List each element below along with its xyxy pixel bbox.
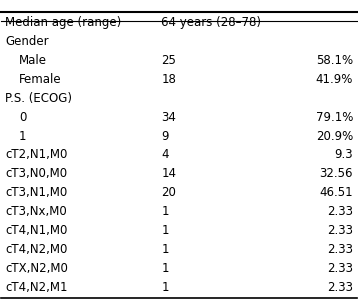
Text: cT3,N0,M0: cT3,N0,M0 xyxy=(5,167,67,180)
Text: 1: 1 xyxy=(161,224,169,237)
Text: 20.9%: 20.9% xyxy=(316,130,353,143)
Text: cT4,N2,M1: cT4,N2,M1 xyxy=(5,281,67,294)
Text: Gender: Gender xyxy=(5,35,49,48)
Text: cTX,N2,M0: cTX,N2,M0 xyxy=(5,262,68,275)
Text: cT4,N2,M0: cT4,N2,M0 xyxy=(5,243,67,256)
Text: 1: 1 xyxy=(161,262,169,275)
Text: 20: 20 xyxy=(161,186,176,199)
Text: 2.33: 2.33 xyxy=(327,243,353,256)
Text: 1: 1 xyxy=(161,205,169,218)
Text: 18: 18 xyxy=(161,73,176,86)
Text: 46.51: 46.51 xyxy=(319,186,353,199)
Text: 79.1%: 79.1% xyxy=(316,111,353,124)
Text: 1: 1 xyxy=(19,130,26,143)
Text: 1: 1 xyxy=(161,243,169,256)
Text: 34: 34 xyxy=(161,111,176,124)
Text: 0: 0 xyxy=(19,111,26,124)
Text: 58.1%: 58.1% xyxy=(316,54,353,67)
Text: cT3,Nx,M0: cT3,Nx,M0 xyxy=(5,205,67,218)
Text: Median age (range): Median age (range) xyxy=(5,16,121,29)
Text: P.S. (ECOG): P.S. (ECOG) xyxy=(5,92,72,105)
Text: Female: Female xyxy=(19,73,62,86)
Text: 9: 9 xyxy=(161,130,169,143)
Text: cT3,N1,M0: cT3,N1,M0 xyxy=(5,186,67,199)
Text: 41.9%: 41.9% xyxy=(316,73,353,86)
Text: 64 years (28–78): 64 years (28–78) xyxy=(161,16,261,29)
Text: 2.33: 2.33 xyxy=(327,205,353,218)
Text: 14: 14 xyxy=(161,167,176,180)
Text: 2.33: 2.33 xyxy=(327,281,353,294)
Text: 2.33: 2.33 xyxy=(327,262,353,275)
Text: 25: 25 xyxy=(161,54,176,67)
Text: 32.56: 32.56 xyxy=(320,167,353,180)
Text: 2.33: 2.33 xyxy=(327,224,353,237)
Text: cT2,N1,M0: cT2,N1,M0 xyxy=(5,148,67,161)
Text: 1: 1 xyxy=(161,281,169,294)
Text: 4: 4 xyxy=(161,148,169,161)
Text: Male: Male xyxy=(19,54,47,67)
Text: cT4,N1,M0: cT4,N1,M0 xyxy=(5,224,67,237)
Text: 9.3: 9.3 xyxy=(334,148,353,161)
